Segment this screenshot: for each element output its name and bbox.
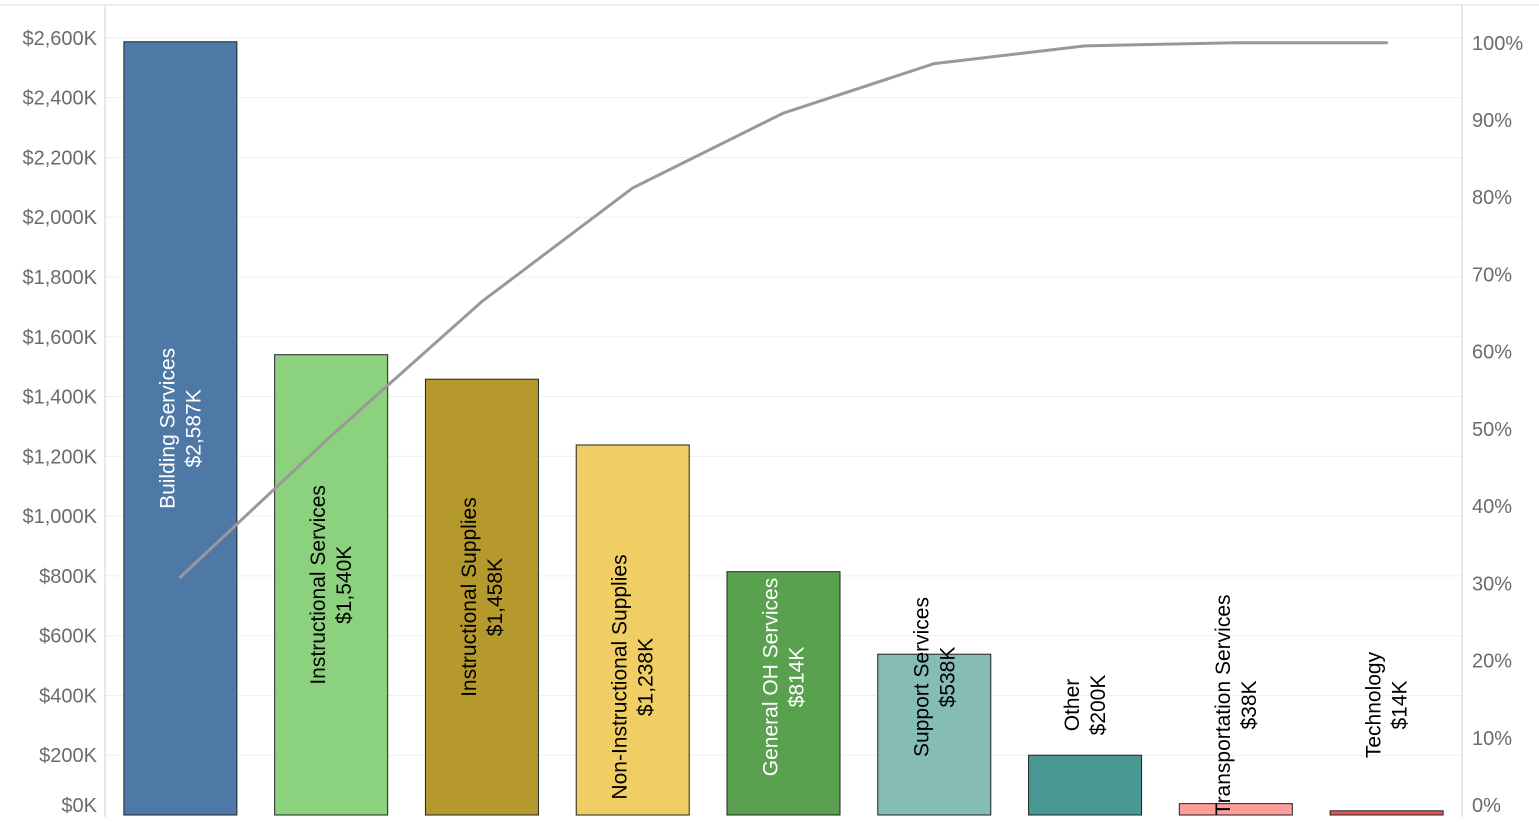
- y-tick-label: $800K: [39, 566, 97, 588]
- bar-value-label: $1,540K: [333, 546, 356, 624]
- bar-label-group: Non-Instructional Supplies $1,238K: [609, 554, 658, 799]
- y-tick-label: $0K: [61, 795, 97, 817]
- y2-tick-label: 10%: [1472, 728, 1512, 750]
- bar-value-label: $14K: [1389, 680, 1412, 729]
- y2-tick-label: 0%: [1472, 795, 1501, 817]
- bar-value-label: $814K: [786, 647, 809, 708]
- bar-label-group: Instructional Supplies $1,458K: [458, 497, 507, 697]
- bar-category-label: Instructional Services: [307, 485, 330, 685]
- bar-label-group: Support Services $538K: [910, 597, 959, 757]
- bar: [1329, 810, 1444, 816]
- bar-category-label: Building Services: [156, 348, 179, 509]
- bar: [274, 354, 389, 816]
- bar-value-label: $2,587K: [182, 389, 205, 467]
- bar-category-label: Other: [1061, 679, 1084, 732]
- y-axis-left: $0K $200K $400K $600K $800K $1,000K $1,200K $1,…: [22, 28, 97, 817]
- y2-tick-label: 100%: [1472, 33, 1523, 55]
- cumulative-line: [178, 41, 1389, 579]
- bar-label-group: Technology $14K: [1363, 651, 1412, 758]
- cumulative-percent-line: [178, 41, 1389, 579]
- y2-tick-label: 90%: [1472, 110, 1512, 132]
- bar: [1028, 754, 1143, 816]
- bar-category-label: Technology: [1363, 651, 1386, 758]
- bar-category-label: Non-Instructional Supplies: [609, 554, 632, 799]
- y2-tick-label: 40%: [1472, 496, 1512, 518]
- bar: [123, 41, 238, 816]
- bar: [877, 653, 992, 816]
- bar-value-label: $200K: [1087, 675, 1110, 736]
- bar-value-label: $1,238K: [635, 638, 658, 716]
- y-tick-label: $2,200K: [22, 147, 97, 169]
- y2-tick-label: 50%: [1472, 419, 1512, 441]
- y2-tick-label: 60%: [1472, 342, 1512, 364]
- bar-label-group: Transportation Services $38K: [1212, 595, 1261, 816]
- y-tick-label: $1,800K: [22, 267, 97, 289]
- bar: [424, 378, 539, 816]
- y-tick-label: $600K: [39, 626, 97, 648]
- y-tick-label: $2,400K: [22, 88, 97, 110]
- bar-value-label: $1,458K: [484, 558, 507, 636]
- bar-label-group: Other $200K: [1061, 675, 1110, 736]
- y-tick-label: $1,600K: [22, 327, 97, 349]
- y2-tick-label: 80%: [1472, 187, 1512, 209]
- y-tick-label: $2,600K: [22, 28, 97, 50]
- bar-value-label: $538K: [936, 647, 959, 708]
- bar-label-group: Instructional Services $1,540K: [307, 485, 356, 685]
- bar: [575, 444, 690, 816]
- bar: [1178, 803, 1293, 816]
- y2-tick-label: 20%: [1472, 651, 1512, 673]
- bar-value-label: $38K: [1238, 680, 1261, 729]
- bar-category-label: Instructional Supplies: [458, 497, 481, 697]
- bar-labels: Building Services $2,587K Instructional Se…: [156, 348, 1411, 816]
- bars: [123, 41, 1444, 816]
- y-axis-right: 0% 10% 20% 30% 40% 50% 60% 70% 80% 90% 100%: [1472, 33, 1523, 817]
- bar-category-label: Transportation Services: [1212, 595, 1235, 816]
- bar-category-label: General OH Services: [760, 578, 783, 776]
- bar-label-group: General OH Services $814K: [760, 578, 809, 776]
- plot-frame: [0, 4, 1539, 817]
- y-tick-label: $1,000K: [22, 506, 97, 528]
- y-tick-label: $1,200K: [22, 446, 97, 468]
- y-tick-label: $400K: [39, 685, 97, 707]
- y2-tick-label: 30%: [1472, 573, 1512, 595]
- bar-category-label: Support Services: [910, 597, 933, 757]
- y-tick-label: $200K: [39, 745, 97, 767]
- bar: [726, 571, 841, 816]
- bar-label-group: Building Services $2,587K: [156, 348, 205, 509]
- y-tick-label: $2,000K: [22, 207, 97, 229]
- y2-tick-label: 70%: [1472, 264, 1512, 286]
- y-tick-label: $1,400K: [22, 387, 97, 409]
